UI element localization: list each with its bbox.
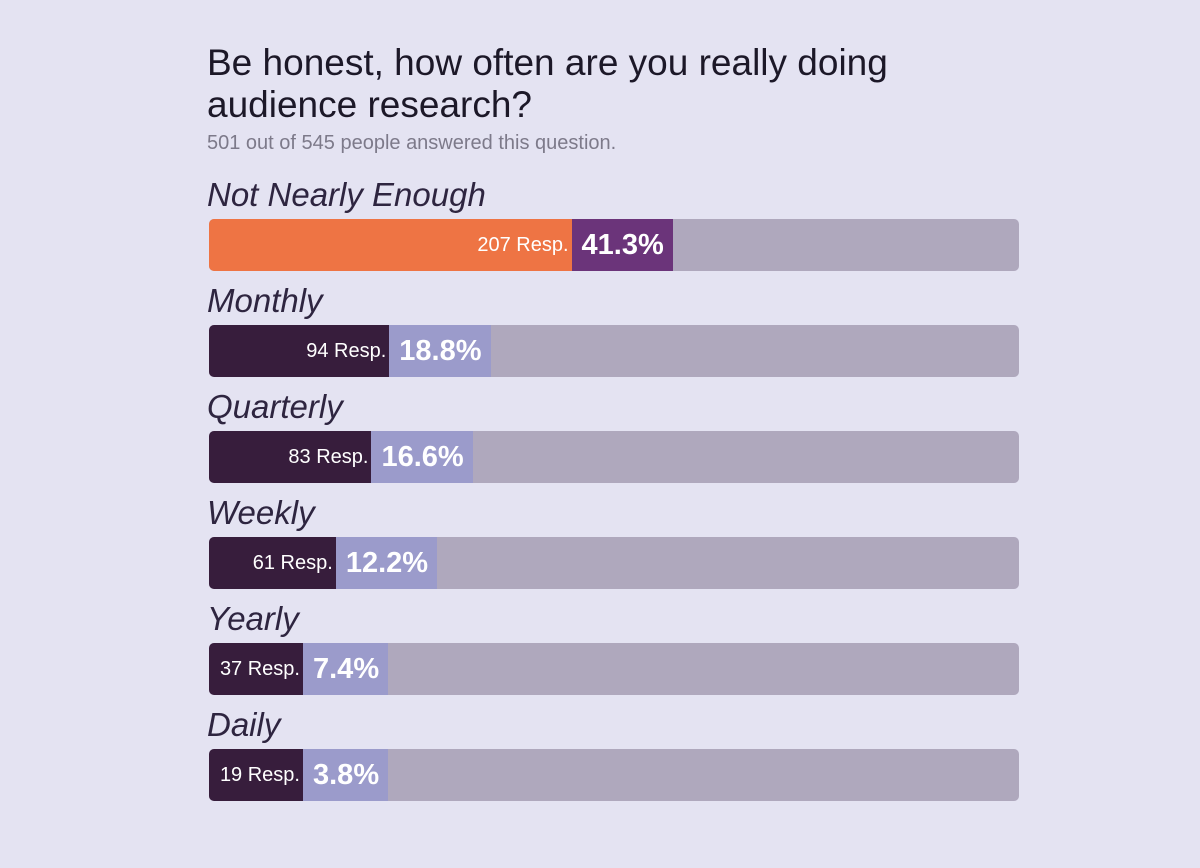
- bar-track: 19 Resp. 3.8%: [209, 749, 1019, 801]
- bar-track: 61 Resp. 12.2%: [209, 537, 1019, 589]
- bar-row: Monthly 94 Resp. 18.8%: [207, 275, 1020, 381]
- bar-row: Weekly 61 Resp. 12.2%: [207, 487, 1020, 593]
- bar-fill: 19 Resp.: [209, 749, 303, 801]
- bar-row: Daily 19 Resp. 3.8%: [207, 699, 1020, 805]
- response-label: 37 Resp.: [219, 657, 300, 680]
- bar-chart: Not Nearly Enough 207 Resp. 41.3% Monthl…: [207, 169, 1020, 805]
- response-count: 501 out of 545 people answered this ques…: [207, 132, 617, 154]
- bar-track: 207 Resp. 41.3%: [209, 219, 1019, 271]
- bar-track: 83 Resp. 16.6%: [209, 431, 1019, 483]
- percent-label: 12.2%: [335, 537, 438, 589]
- category-label: Quarterly: [207, 388, 343, 425]
- bar-fill: 94 Resp.: [209, 325, 390, 377]
- response-label: 83 Resp.: [288, 445, 369, 468]
- bar-fill: 207 Resp.: [209, 219, 572, 271]
- question-title: Be honest, how often are you really doin…: [207, 42, 888, 125]
- percent-label: 7.4%: [303, 643, 389, 695]
- response-label: 19 Resp.: [219, 763, 300, 786]
- bar-fill: 83 Resp.: [209, 431, 372, 483]
- category-label: Not Nearly Enough: [207, 176, 486, 213]
- response-label: 94 Resp.: [306, 339, 387, 362]
- bar-track: 37 Resp. 7.4%: [209, 643, 1019, 695]
- percent-label: 16.6%: [371, 431, 473, 483]
- bar-row: Not Nearly Enough 207 Resp. 41.3%: [207, 169, 1020, 275]
- category-label: Yearly: [207, 600, 299, 637]
- percent-label: 18.8%: [389, 325, 491, 377]
- percent-label: 3.8%: [303, 749, 389, 801]
- bar-fill: 61 Resp.: [209, 537, 336, 589]
- response-label: 207 Resp.: [477, 233, 569, 256]
- category-label: Daily: [207, 706, 281, 743]
- response-label: 61 Resp.: [252, 551, 333, 574]
- bar-fill: 37 Resp.: [209, 643, 303, 695]
- percent-label: 41.3%: [571, 219, 673, 271]
- category-label: Weekly: [207, 494, 315, 531]
- bar-row: Quarterly 83 Resp. 16.6%: [207, 381, 1020, 487]
- bar-row: Yearly 37 Resp. 7.4%: [207, 593, 1020, 699]
- category-label: Monthly: [207, 282, 323, 319]
- bar-track: 94 Resp. 18.8%: [209, 325, 1019, 377]
- poll-results: Be honest, how often are you really doin…: [207, 42, 1020, 805]
